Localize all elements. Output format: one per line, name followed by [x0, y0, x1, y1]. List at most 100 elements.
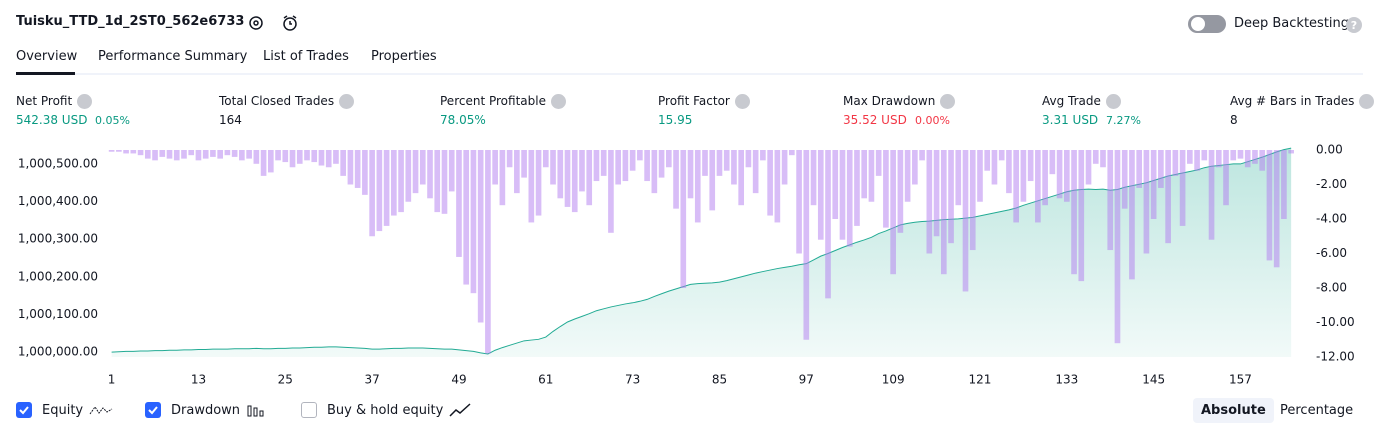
- drawdown-bar: [253, 150, 260, 164]
- drawdown-bar: [535, 150, 542, 216]
- drawdown-bar: [926, 150, 933, 254]
- drawdown-bar: [528, 150, 535, 223]
- drawdown-bar: [231, 150, 238, 157]
- drawdown-bar: [1063, 150, 1070, 202]
- drawdown-bar: [419, 150, 426, 185]
- drawdown-bar: [152, 150, 158, 161]
- drawdown-bar: [477, 150, 484, 323]
- drawdown-bar: [325, 150, 332, 168]
- help-icon[interactable]: ?: [1345, 16, 1363, 34]
- drawdown-bar: [318, 150, 325, 166]
- drawdown-bar: [499, 150, 506, 206]
- checkbox[interactable]: [301, 402, 317, 418]
- drawdown-bar: [825, 150, 831, 299]
- drawdown-bar: [564, 150, 571, 207]
- info-icon: [940, 94, 955, 109]
- x-tick-label: 157: [1229, 373, 1252, 387]
- legend-icon: [246, 402, 266, 422]
- x-tick-label: 145: [1142, 373, 1165, 387]
- drawdown-bar: [542, 150, 549, 168]
- drawdown-bar: [275, 150, 281, 161]
- toggle[interactable]: [1187, 13, 1227, 35]
- drawdown-bar: [651, 150, 658, 194]
- tab[interactable]: List of Trades: [263, 49, 349, 64]
- drawdown-bar: [448, 150, 455, 192]
- x-tick-label: 73: [625, 373, 640, 387]
- x-tick-label: 49: [451, 373, 466, 387]
- legend-label: Equity: [42, 403, 84, 418]
- stat-value: 164: [219, 113, 242, 127]
- x-tick-label: 97: [799, 373, 814, 387]
- stat-value: 15.95: [658, 113, 693, 127]
- mode-button[interactable]: Absolute: [1193, 398, 1274, 423]
- drawdown-bar: [571, 150, 578, 213]
- drawdown-bar: [1208, 150, 1215, 240]
- tab[interactable]: Overview: [16, 49, 78, 64]
- drawdown-bar: [1143, 150, 1150, 254]
- stat-label: Percent Profitable: [440, 94, 546, 108]
- drawdown-bar: [883, 150, 889, 228]
- drawdown-bar: [181, 150, 187, 159]
- drawdown-bar: [948, 150, 954, 244]
- drawdown-bar: [188, 150, 195, 156]
- drawdown-bar: [991, 150, 998, 185]
- drawdown-bar: [282, 150, 289, 163]
- drawdown-bar: [854, 150, 860, 226]
- y2-tick-label: -10.00: [1316, 315, 1355, 329]
- mode-button[interactable]: Percentage: [1280, 403, 1354, 418]
- drawdown-bar: [1027, 150, 1034, 182]
- checkbox[interactable]: [145, 402, 161, 418]
- drawdown-bar: [470, 150, 477, 294]
- drawdown-bar: [116, 150, 122, 152]
- drawdown-bar: [702, 150, 708, 176]
- stat-pct: 0.05%: [95, 114, 130, 127]
- y-tick-label: 1,000,400.00: [18, 194, 98, 208]
- y-tick-label: 1,000,200.00: [18, 269, 98, 283]
- drawdown-bar: [1223, 150, 1229, 206]
- drawdown-bar: [984, 150, 991, 171]
- info-icon: [1359, 94, 1374, 109]
- drawdown-bar: [427, 150, 433, 199]
- drawdown-bar: [1288, 150, 1294, 154]
- stat-label: Total Closed Trades: [219, 94, 335, 108]
- drawdown-bar: [644, 150, 650, 182]
- drawdown-bar: [767, 150, 773, 216]
- drawdown-bar: [752, 150, 759, 194]
- tab[interactable]: Properties: [371, 49, 437, 64]
- drawdown-bar: [1100, 150, 1106, 168]
- drawdown-bar: [615, 150, 621, 185]
- check: [148, 406, 158, 415]
- drawdown-bar: [789, 150, 795, 156]
- drawdown-bar: [803, 150, 810, 340]
- drawdown-bar: [246, 150, 252, 159]
- info-icon: [735, 94, 750, 109]
- tab[interactable]: Performance Summary: [98, 49, 248, 64]
- drawdown-bar: [665, 150, 672, 168]
- stat-label: Max Drawdown: [843, 94, 936, 108]
- y2-tick-label: -4.00: [1316, 212, 1347, 226]
- drawdown-bar: [1215, 150, 1222, 168]
- title-icons[interactable]: [246, 13, 306, 35]
- drawdown-bar: [781, 150, 788, 185]
- drawdown-bar: [1237, 150, 1244, 159]
- x-tick-label: 1: [108, 373, 116, 387]
- drawdown-bar: [1071, 150, 1077, 275]
- drawdown-bar: [463, 150, 470, 285]
- x-tick-label: 133: [1055, 373, 1078, 387]
- stat-value: 78.05%: [440, 113, 486, 127]
- drawdown-bar: [846, 150, 853, 247]
- drawdown-bar: [1121, 150, 1128, 209]
- drawdown-bar: [1165, 150, 1171, 244]
- checkbox[interactable]: [16, 402, 32, 418]
- drawdown-bar: [622, 150, 629, 182]
- drawdown-bar: [912, 150, 918, 185]
- x-tick-label: 13: [191, 373, 206, 387]
- stat-label: Avg # Bars in Trades: [1230, 94, 1355, 108]
- x-tick-label: 61: [538, 373, 553, 387]
- drawdown-bar: [731, 150, 737, 185]
- drawdown-bar: [202, 150, 209, 159]
- drawdown-bar: [514, 150, 520, 194]
- drawdown-bar: [745, 150, 752, 168]
- drawdown-bar: [919, 150, 925, 161]
